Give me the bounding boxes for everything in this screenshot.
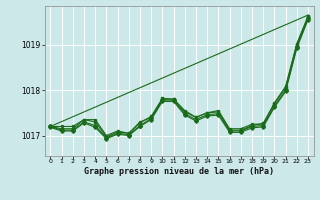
X-axis label: Graphe pression niveau de la mer (hPa): Graphe pression niveau de la mer (hPa) bbox=[84, 167, 274, 176]
